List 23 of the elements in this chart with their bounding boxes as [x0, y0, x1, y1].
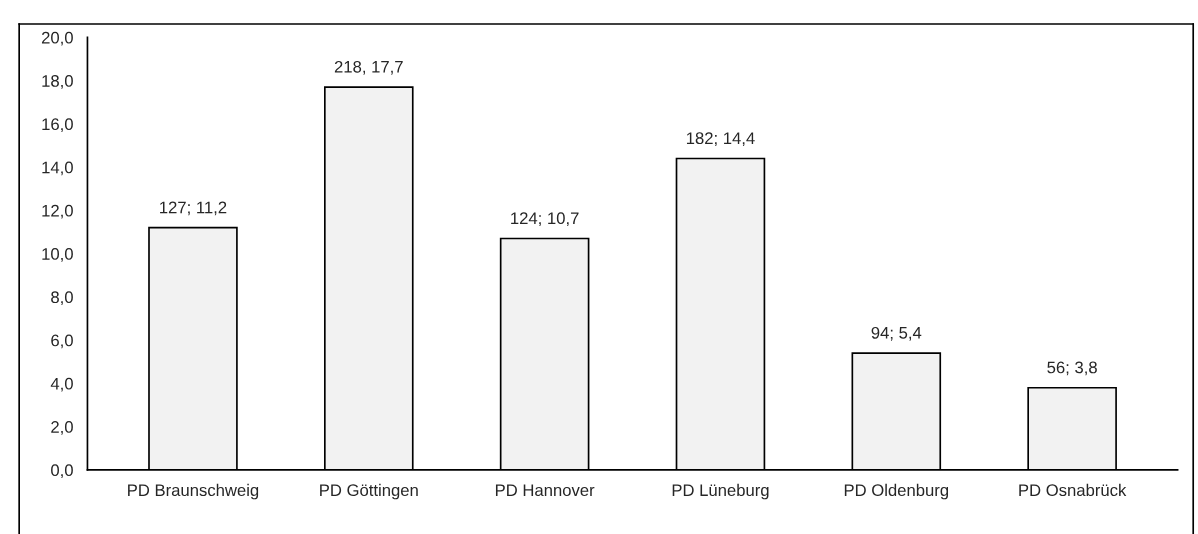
y-tick-label: 0,0: [51, 464, 73, 479]
x-tick-label: PD Lüneburg: [672, 483, 769, 500]
y-tick-label: 18,0: [42, 75, 73, 89]
data-label: 124; 10,7: [511, 212, 579, 227]
y-tick-label: 14,0: [42, 161, 73, 176]
y-tick-label: 2,0: [51, 421, 73, 435]
y-tick-label: 4,0: [50, 377, 73, 392]
x-tick-label: PD Göttingen: [320, 483, 418, 500]
data-label: 218, 17,7: [334, 60, 403, 75]
x-tick-label: PD Osnabrück: [1019, 483, 1127, 497]
y-tick-label: 20,0: [41, 31, 73, 46]
y-tick-label: 12,0: [42, 204, 73, 219]
y-tick-label: 16,0: [42, 118, 73, 133]
x-tick-label: PD Oldenburg: [844, 483, 949, 500]
data-label: 94; 5,4: [871, 326, 922, 341]
x-tick-label: PD Braunschweig: [128, 483, 259, 500]
y-tick-label: 6,0: [51, 334, 73, 349]
y-tick-label: 8,0: [51, 291, 73, 306]
y-tick-label: 10,0: [42, 248, 73, 262]
data-label: 127; 11,2: [160, 201, 227, 216]
x-tick-label: PD Hannover: [495, 484, 595, 497]
data-label: 56; 3,8: [1047, 361, 1097, 376]
data-label: 182; 14,4: [686, 132, 755, 147]
